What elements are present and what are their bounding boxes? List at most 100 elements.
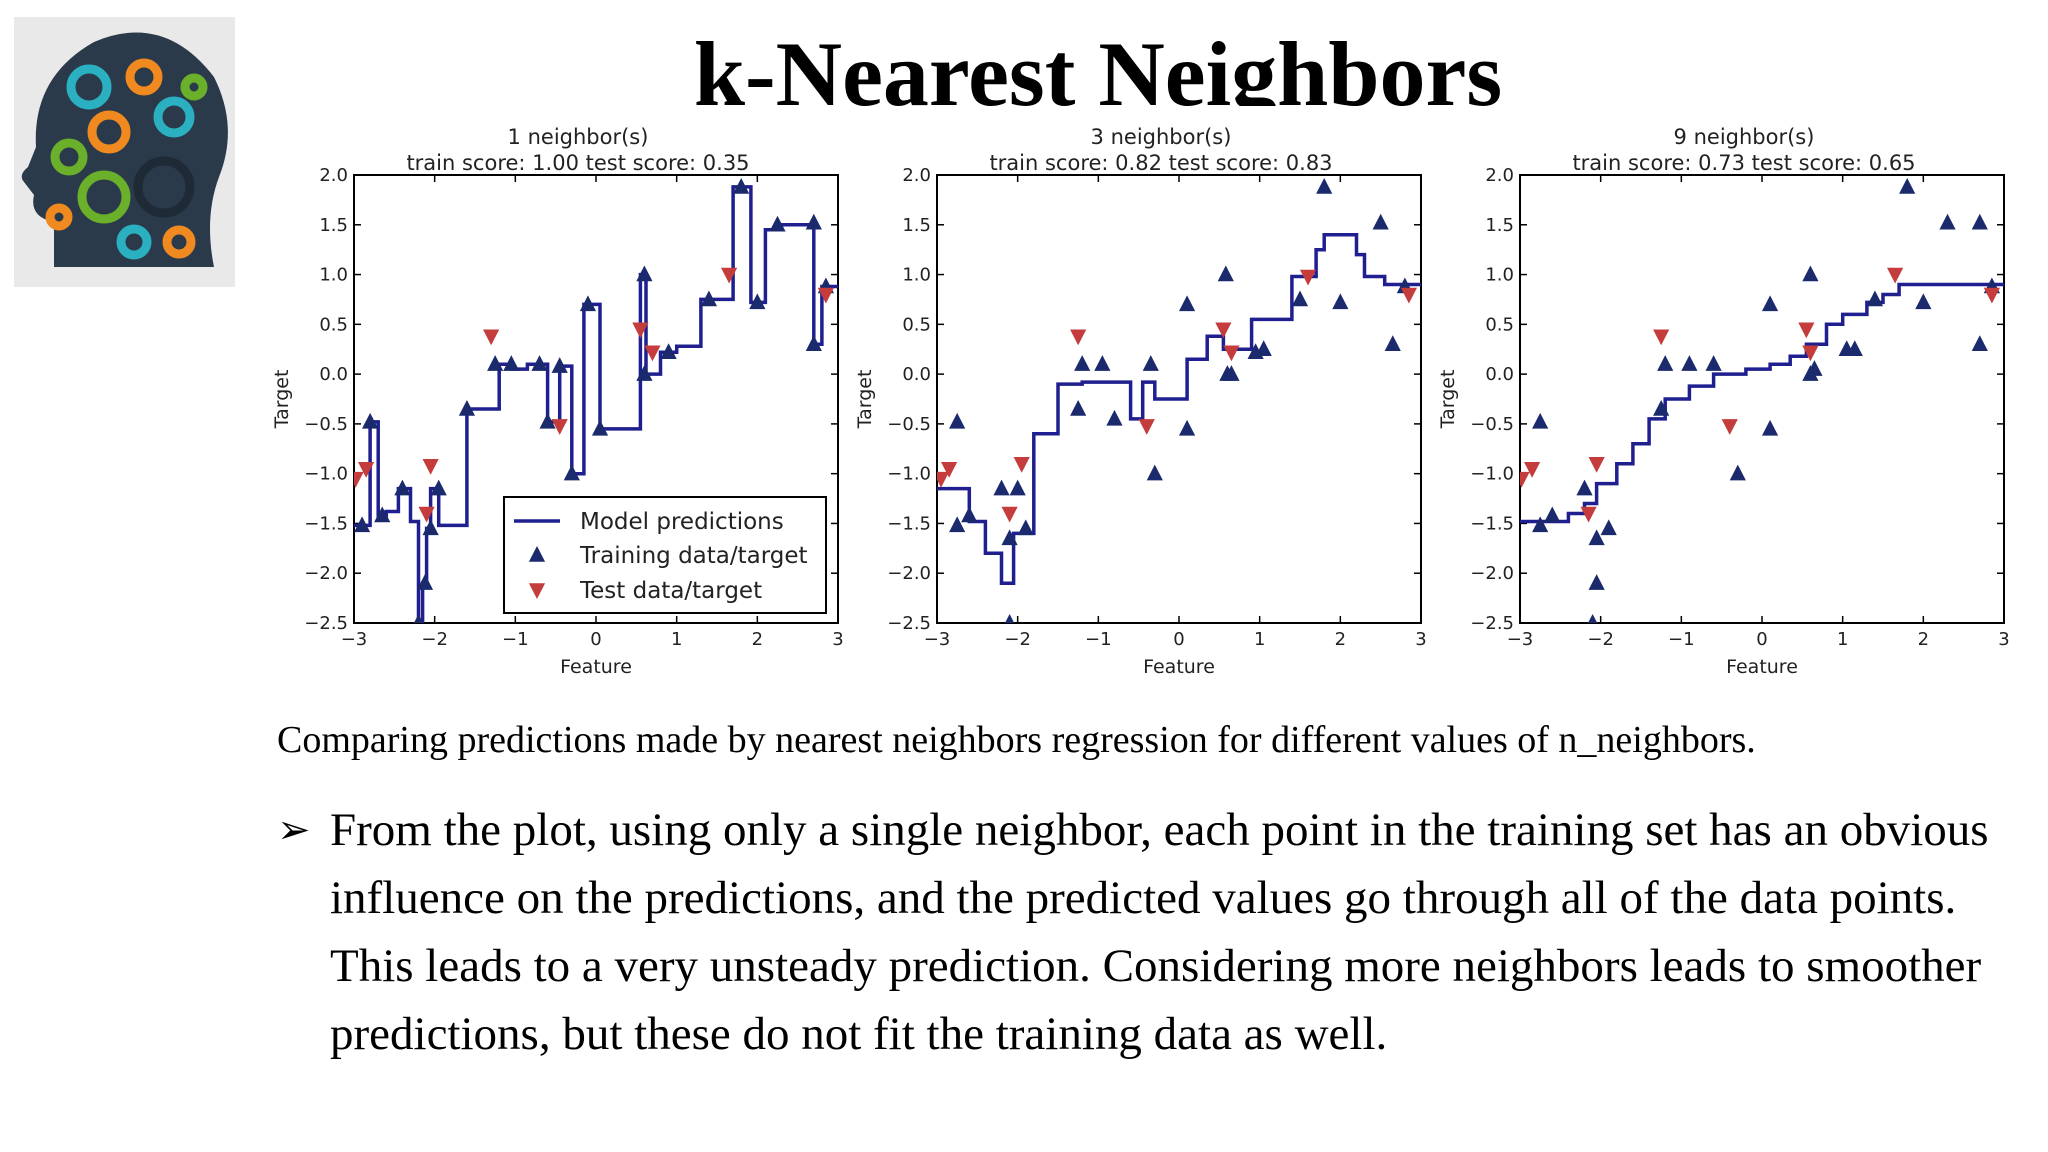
plot-area	[1520, 177, 2004, 623]
x-tick-label: −2	[1004, 629, 1031, 650]
training-point	[949, 412, 966, 429]
training-point	[1576, 479, 1593, 496]
y-tick-label: 2.0	[1485, 165, 1514, 186]
training-point	[1657, 355, 1674, 371]
x-axis-label: Feature	[1726, 656, 1798, 678]
training-point	[1761, 419, 1779, 436]
plot-area	[354, 177, 838, 623]
training-point	[1001, 529, 1018, 546]
test-point	[1580, 506, 1597, 523]
training-point	[1372, 213, 1389, 230]
training-point	[636, 265, 653, 282]
training-point	[1142, 355, 1159, 371]
training-point	[636, 365, 653, 381]
training-point	[1846, 340, 1863, 356]
y-tick-label: 0.0	[319, 364, 348, 385]
training-point	[1009, 479, 1026, 496]
training-point	[422, 519, 439, 536]
legend-train-swatch	[528, 546, 546, 562]
training-point	[1074, 355, 1091, 371]
y-tick-label: 1.0	[1485, 265, 1514, 286]
training-point	[1384, 335, 1401, 351]
x-tick-label: −3	[341, 629, 368, 650]
legend-entry: Test data/target	[579, 578, 762, 604]
training-point	[503, 355, 520, 371]
training-point	[1255, 340, 1272, 356]
y-tick-label: −1.5	[887, 513, 931, 534]
test-point	[1588, 456, 1605, 473]
test-point	[1887, 267, 1904, 284]
charts-area: 1 neighbor(s)train score: 1.00 test scor…	[271, 125, 2010, 678]
training-point	[1939, 213, 1956, 230]
training-point	[1017, 519, 1034, 536]
x-tick-label: −1	[502, 629, 529, 650]
test-point	[632, 322, 649, 339]
test-point	[1400, 287, 1417, 304]
y-tick-label: −1.0	[304, 464, 348, 485]
head-gears-icon	[21, 32, 228, 268]
test-point	[1138, 419, 1155, 435]
test-point	[354, 471, 364, 488]
x-tick-label: −1	[1668, 629, 1695, 650]
training-point	[1587, 614, 1598, 623]
training-point	[374, 506, 391, 523]
test-point	[1802, 345, 1819, 362]
test-point	[1223, 345, 1240, 362]
y-tick-label: 2.0	[902, 165, 931, 186]
training-point	[1070, 399, 1087, 416]
y-tick-label: −2.5	[304, 613, 348, 634]
y-tick-label: 0.0	[902, 364, 931, 385]
training-point	[1806, 360, 1823, 376]
x-axis-label: Feature	[1143, 656, 1215, 678]
training-point	[1915, 293, 1932, 310]
training-point	[1653, 399, 1670, 416]
test-point	[551, 419, 568, 435]
model-prediction-line	[937, 232, 1421, 585]
y-axis-label: Target	[854, 370, 876, 430]
plot-area	[937, 177, 1421, 623]
x-tick-label: −2	[421, 629, 448, 650]
training-point	[1761, 295, 1779, 312]
bullet-arrow-icon: ➢	[277, 807, 311, 853]
test-point	[1524, 461, 1541, 478]
x-tick-label: 3	[832, 629, 843, 650]
training-point	[1544, 506, 1561, 523]
training-point	[805, 335, 822, 351]
x-tick-label: 1	[1837, 629, 1848, 650]
training-point	[1094, 355, 1111, 371]
y-tick-label: 0.5	[1485, 314, 1514, 335]
training-point	[354, 516, 371, 533]
x-tick-label: 3	[1415, 629, 1426, 650]
plot-frame	[1519, 174, 2005, 624]
y-tick-label: −0.5	[887, 414, 931, 435]
training-point	[1532, 516, 1549, 533]
training-point	[1004, 614, 1015, 623]
y-tick-label: −2.0	[304, 563, 348, 584]
y-tick-label: −0.5	[304, 414, 348, 435]
training-point	[1217, 265, 1234, 282]
test-point	[1013, 456, 1030, 473]
chart-panel-3-neighbors: 3 neighbor(s)train score: 0.82 test scor…	[854, 125, 1427, 678]
training-point	[1106, 409, 1123, 426]
legend-entry: Model predictions	[580, 509, 784, 535]
chart-panel-9-neighbors: 9 neighbor(s)train score: 0.73 test scor…	[1437, 125, 2010, 678]
x-tick-label: 2	[1335, 629, 1346, 650]
x-axis-label: Feature	[560, 656, 632, 678]
y-tick-label: 0.0	[1485, 364, 1514, 385]
training-point	[993, 479, 1010, 496]
legend-box	[503, 496, 827, 614]
y-tick-label: −2.0	[1470, 563, 1514, 584]
y-tick-label: 1.0	[319, 265, 348, 286]
training-point	[1866, 290, 1884, 307]
test-point	[644, 345, 661, 362]
test-point	[1798, 322, 1815, 339]
y-tick-label: 1.5	[319, 215, 348, 236]
x-tick-label: 1	[1254, 629, 1265, 650]
training-point	[749, 293, 766, 310]
x-tick-label: 0	[590, 629, 601, 650]
training-point	[413, 614, 424, 623]
y-axis-label: Target	[271, 370, 293, 430]
test-point	[1001, 506, 1018, 523]
training-point	[1681, 355, 1698, 371]
training-point	[1971, 213, 1988, 230]
